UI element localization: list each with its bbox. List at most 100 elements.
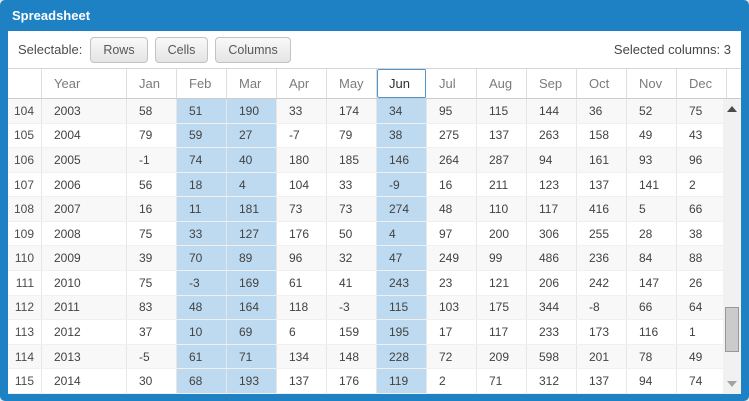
data-cell[interactable]: 110	[477, 197, 527, 221]
data-cell[interactable]: 33	[277, 99, 327, 123]
columns-button[interactable]: Columns	[215, 36, 291, 63]
data-cell[interactable]: 66	[677, 197, 723, 221]
column-header-oct[interactable]: Oct	[577, 69, 627, 98]
scroll-up-icon[interactable]	[727, 106, 737, 112]
data-cell[interactable]: 116	[627, 320, 677, 344]
data-cell[interactable]: 18	[177, 172, 227, 197]
rows-button[interactable]: Rows	[90, 36, 148, 63]
data-cell[interactable]: 84	[627, 246, 677, 271]
data-cell[interactable]: 43	[677, 124, 723, 148]
data-cell[interactable]: 274	[377, 197, 427, 221]
data-cell[interactable]: 134	[277, 344, 327, 369]
data-cell[interactable]: 176	[327, 369, 377, 393]
data-cell[interactable]: 147	[627, 271, 677, 295]
data-cell[interactable]: 164	[227, 295, 277, 320]
data-cell[interactable]: 2005	[42, 148, 127, 172]
data-cell[interactable]: 137	[277, 369, 327, 393]
data-cell[interactable]: 236	[577, 246, 627, 271]
data-cell[interactable]: 23	[427, 271, 477, 295]
row-number-cell[interactable]: 109	[8, 221, 42, 246]
data-cell[interactable]: 2004	[42, 123, 127, 148]
data-cell[interactable]: 144	[527, 99, 577, 123]
column-header-mar[interactable]: Mar	[227, 69, 277, 98]
data-cell[interactable]: 115	[377, 295, 427, 320]
data-cell[interactable]: 50	[327, 221, 377, 246]
data-cell[interactable]: 185	[327, 148, 377, 172]
row-number-cell[interactable]: 112	[8, 295, 42, 320]
data-cell[interactable]: 416	[577, 197, 627, 221]
data-cell[interactable]: 2008	[42, 221, 127, 246]
data-cell[interactable]: 137	[477, 123, 527, 148]
data-cell[interactable]: 41	[327, 271, 377, 295]
data-cell[interactable]: 16	[427, 172, 477, 197]
data-cell[interactable]: 74	[177, 148, 227, 172]
data-cell[interactable]: 2011	[42, 295, 127, 320]
data-cell[interactable]: 47	[377, 246, 427, 271]
data-cell[interactable]: 121	[477, 271, 527, 295]
data-cell[interactable]: 344	[527, 295, 577, 320]
data-cell[interactable]: 228	[377, 344, 427, 369]
data-cell[interactable]: 249	[427, 246, 477, 271]
data-cell[interactable]: 263	[527, 123, 577, 148]
data-cell[interactable]: 95	[427, 99, 477, 123]
data-cell[interactable]: -9	[377, 172, 427, 197]
scrollbar-thumb[interactable]	[725, 306, 739, 352]
data-cell[interactable]: 115	[477, 99, 527, 123]
data-cell[interactable]: 255	[577, 221, 627, 246]
data-cell[interactable]: 74	[677, 369, 723, 393]
data-cell[interactable]: 103	[427, 295, 477, 320]
data-cell[interactable]: 193	[227, 369, 277, 393]
data-cell[interactable]: 141	[627, 172, 677, 197]
column-header-jan[interactable]: Jan	[127, 69, 177, 98]
data-cell[interactable]: 175	[477, 295, 527, 320]
data-cell[interactable]: 96	[677, 148, 723, 172]
data-cell[interactable]: 37	[127, 320, 177, 344]
data-cell[interactable]: 159	[327, 320, 377, 344]
column-header-aug[interactable]: Aug	[477, 69, 527, 98]
data-cell[interactable]: 79	[127, 123, 177, 148]
data-cell[interactable]: 6	[277, 320, 327, 344]
row-number-cell[interactable]: 113	[8, 320, 42, 344]
data-cell[interactable]: 486	[527, 246, 577, 271]
data-cell[interactable]: 94	[527, 148, 577, 172]
row-number-cell[interactable]: 105	[8, 123, 42, 148]
data-cell[interactable]: 89	[227, 246, 277, 271]
data-cell[interactable]: 88	[677, 246, 723, 270]
data-cell[interactable]: 206	[527, 271, 577, 295]
data-cell[interactable]: 2010	[42, 271, 127, 295]
data-cell[interactable]: 2014	[42, 369, 127, 393]
data-cell[interactable]: 146	[377, 148, 427, 172]
data-cell[interactable]: 70	[177, 246, 227, 271]
data-cell[interactable]: 64	[677, 296, 723, 320]
data-cell[interactable]: 169	[227, 271, 277, 295]
data-cell[interactable]: 137	[577, 172, 627, 197]
data-cell[interactable]: 30	[127, 369, 177, 393]
data-cell[interactable]: 66	[627, 295, 677, 320]
data-cell[interactable]: 68	[177, 369, 227, 393]
column-header-nov[interactable]: Nov	[627, 69, 677, 98]
window-titlebar[interactable]: Spreadsheet	[8, 0, 741, 31]
data-cell[interactable]: -3	[177, 271, 227, 295]
data-cell[interactable]: 161	[577, 148, 627, 172]
data-cell[interactable]: 75	[677, 99, 723, 123]
data-cell[interactable]: -3	[327, 295, 377, 320]
data-cell[interactable]: 73	[327, 197, 377, 221]
data-cell[interactable]: 49	[677, 345, 723, 369]
column-header-rownum[interactable]	[8, 69, 42, 98]
data-cell[interactable]: 75	[127, 221, 177, 246]
data-cell[interactable]: 2007	[42, 197, 127, 221]
data-cell[interactable]: 264	[427, 148, 477, 172]
data-cell[interactable]: -8	[577, 295, 627, 320]
data-cell[interactable]: 93	[627, 148, 677, 172]
data-cell[interactable]: -7	[277, 123, 327, 148]
data-cell[interactable]: 275	[427, 123, 477, 148]
data-cell[interactable]: 72	[427, 344, 477, 369]
data-cell[interactable]: 26	[677, 271, 723, 295]
row-number-cell[interactable]: 107	[8, 172, 42, 197]
data-cell[interactable]: 27	[227, 123, 277, 148]
data-cell[interactable]: 94	[627, 369, 677, 393]
vertical-scrollbar[interactable]	[723, 99, 741, 394]
column-header-feb[interactable]: Feb	[177, 69, 227, 98]
data-cell[interactable]: 96	[277, 246, 327, 271]
data-cell[interactable]: 2006	[42, 172, 127, 197]
